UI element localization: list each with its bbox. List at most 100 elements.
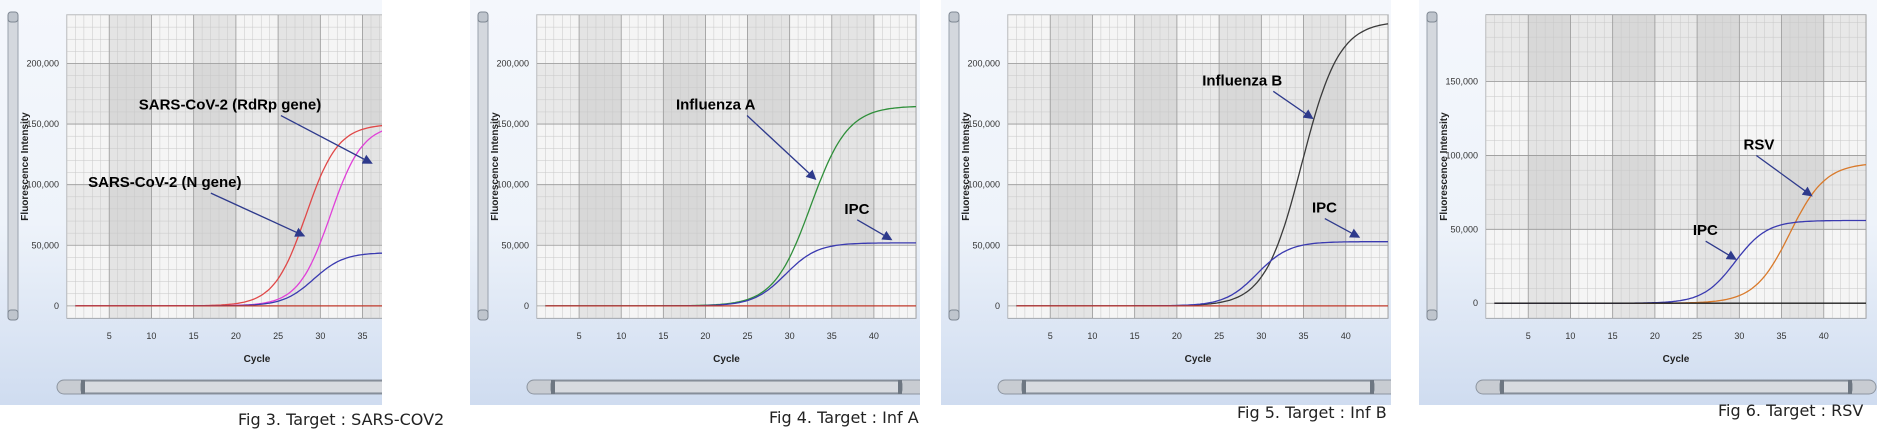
horizontal-scrollbar[interactable] — [997, 379, 1391, 395]
y-tick-label: 0 — [54, 301, 59, 311]
cycle-band — [1008, 15, 1051, 318]
chart-panel-2: 5 10 15 20 25 30 35 40 0 50,000 100,000 150,000 200,… — [470, 0, 920, 405]
cycle-band — [663, 15, 706, 318]
vertical-scrollbar[interactable] — [7, 11, 19, 321]
x-tick-label: 20 — [231, 331, 241, 341]
cycle-band — [235, 15, 279, 318]
cycle-band — [1570, 15, 1613, 318]
scroll-grip-left — [81, 380, 85, 394]
x-tick-label: 25 — [1214, 331, 1224, 341]
x-tick-label: 30 — [1256, 331, 1266, 341]
x-tick-label: 15 — [189, 331, 199, 341]
x-tick-label: 35 — [1777, 331, 1787, 341]
horizontal-scrollbar[interactable] — [1475, 379, 1877, 395]
scroll-handle-top — [477, 11, 489, 23]
vertical-scrollbar[interactable] — [477, 11, 489, 321]
scroll-grip-left — [551, 380, 555, 394]
x-tick-label: 25 — [743, 331, 753, 341]
y-tick-label: 50,000 — [1450, 224, 1478, 234]
cycle-band — [831, 15, 874, 318]
cycle-band — [278, 15, 321, 318]
x-tick-label: 20 — [1650, 331, 1660, 341]
scroll-grip-left — [1500, 380, 1504, 394]
scroll-handle-top — [1426, 11, 1438, 23]
cycle-band — [1654, 15, 1698, 318]
x-tick-label: 10 — [146, 331, 156, 341]
x-tick-label: 5 — [107, 331, 112, 341]
y-tick-label: 50,000 — [972, 240, 1000, 250]
y-tick-label: 50,000 — [31, 240, 59, 250]
chart-svg: 5 10 15 20 25 30 35 40 0 50,000 100,000 150,000 Cycl… — [1419, 0, 1877, 405]
annotation-label: SARS-CoV-2 (RdRp gene) — [139, 97, 322, 114]
figure-caption-2: Fig 4. Target : Inf A — [769, 408, 919, 427]
intensity-band — [1008, 63, 1388, 125]
scroll-grip-left — [1022, 380, 1026, 394]
cycle-band — [621, 15, 664, 318]
horizontal-scrollbar[interactable] — [526, 379, 920, 395]
cycle-band — [1345, 15, 1388, 318]
cycle-band — [320, 15, 363, 318]
cycle-band — [67, 15, 110, 318]
y-axis-label: Fluorescence Intensity — [20, 112, 31, 221]
intensity-band — [1486, 155, 1866, 230]
x-tick-label: 10 — [616, 331, 626, 341]
x-tick-label: 30 — [315, 331, 325, 341]
cycle-band — [1261, 15, 1304, 318]
x-tick-label: 15 — [1608, 331, 1618, 341]
y-tick-label: 100,000 — [496, 180, 529, 190]
cycle-band — [789, 15, 832, 318]
scroll-thumb — [80, 380, 382, 394]
intensity-band — [1008, 184, 1388, 246]
x-tick-label: 25 — [273, 331, 283, 341]
cycle-band — [747, 15, 790, 318]
cycle-band — [1050, 15, 1093, 318]
chart-panel-1: 51015202530354045050,000100,000150,00020… — [0, 0, 382, 405]
cycle-band — [1781, 15, 1824, 318]
cycle-band — [1134, 15, 1177, 318]
horizontal-scrollbar[interactable] — [56, 379, 382, 395]
cycle-band — [151, 15, 194, 318]
scroll-handle-bottom — [948, 309, 960, 321]
y-tick-label: 100,000 — [26, 180, 59, 190]
annotation-arrow — [210, 192, 306, 237]
x-tick-label: 30 — [785, 331, 795, 341]
annotation-label: IPC — [844, 201, 869, 218]
annotation-arrow — [1705, 240, 1737, 260]
scroll-thumb — [1499, 380, 1853, 394]
figure-caption-4: Fig 6. Target : RSV — [1718, 401, 1864, 420]
chart-svg: 5 10 15 20 25 30 35 40 0 50,000 100,000 150,000 200,… — [470, 0, 920, 405]
y-tick-label: 150,000 — [1445, 77, 1478, 87]
x-tick-label: 5 — [1526, 331, 1531, 341]
y-tick-label: 200,000 — [26, 58, 59, 68]
annotation-label: SARS-CoV-2 (N gene) — [88, 174, 241, 191]
x-tick-label: 35 — [1299, 331, 1309, 341]
chart-svg: 51015202530354045050,000100,000150,00020… — [0, 0, 382, 405]
annotation-label: IPC — [1312, 200, 1337, 217]
y-tick-label: 0 — [1473, 298, 1478, 308]
annotation-label: Influenza B — [1202, 72, 1282, 89]
annotation-label: Influenza A — [676, 97, 756, 114]
scroll-grip-right — [898, 380, 902, 394]
scroll-grip-right — [1848, 380, 1852, 394]
x-tick-label: 20 — [700, 331, 710, 341]
x-axis-label: Cycle — [1663, 354, 1690, 365]
y-tick-label: 0 — [524, 301, 529, 311]
x-tick-label: 15 — [1130, 331, 1140, 341]
chart-svg: 5 10 15 20 25 30 35 40 0 50,000 100,000 150,000 200,… — [941, 0, 1391, 405]
chart-panel-4: 5 10 15 20 25 30 35 40 0 50,000 100,000 150,000 Cycl… — [1419, 0, 1877, 405]
intensity-band — [1486, 15, 1866, 82]
y-tick-label: 150,000 — [26, 119, 59, 129]
vertical-scrollbar[interactable] — [948, 11, 960, 321]
cycle-band — [1176, 15, 1220, 318]
y-axis-label: Fluorescence Intensity — [490, 112, 501, 221]
x-tick-label: 40 — [1819, 331, 1829, 341]
scroll-handle-bottom — [1426, 309, 1438, 321]
annotation-arrow — [280, 114, 373, 164]
x-tick-label: 5 — [1048, 331, 1053, 341]
scroll-handle-top — [7, 11, 19, 23]
x-tick-label: 10 — [1087, 331, 1097, 341]
vertical-scrollbar[interactable] — [1426, 11, 1438, 321]
scroll-thumb — [550, 380, 903, 394]
cycle-band — [1303, 15, 1346, 318]
cycle-band — [362, 15, 382, 318]
